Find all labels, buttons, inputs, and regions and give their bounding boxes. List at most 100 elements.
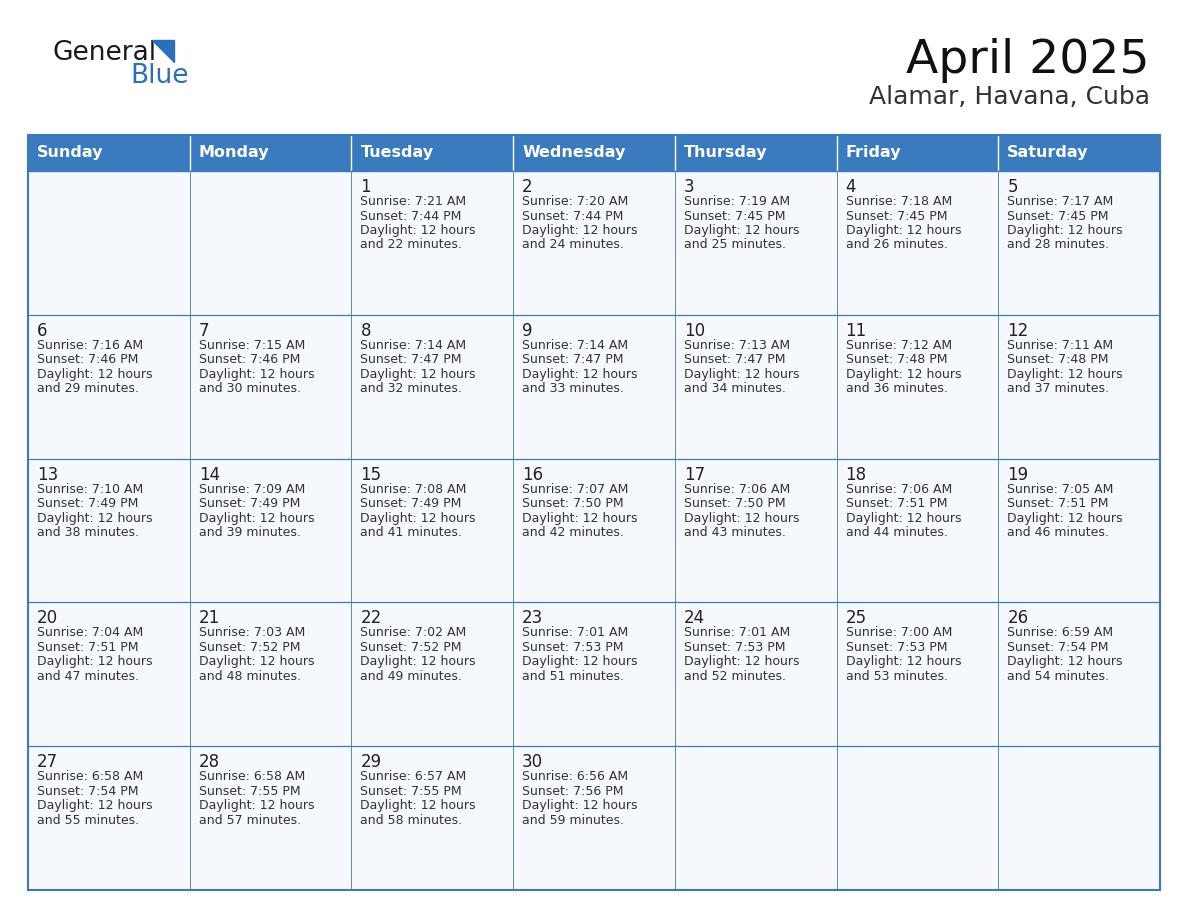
Bar <box>513 459 675 602</box>
Text: 15: 15 <box>360 465 381 484</box>
Text: Daylight: 12 hours: Daylight: 12 hours <box>360 800 476 812</box>
Text: and 36 minutes.: and 36 minutes. <box>846 382 948 396</box>
Text: Daylight: 12 hours: Daylight: 12 hours <box>523 655 638 668</box>
Text: Daylight: 12 hours: Daylight: 12 hours <box>846 368 961 381</box>
Text: and 41 minutes.: and 41 minutes. <box>360 526 462 539</box>
Text: 14: 14 <box>198 465 220 484</box>
Text: and 51 minutes.: and 51 minutes. <box>523 670 624 683</box>
Text: 24: 24 <box>684 610 704 627</box>
Text: 21: 21 <box>198 610 220 627</box>
Bar <box>190 459 352 602</box>
Text: Daylight: 12 hours: Daylight: 12 hours <box>37 800 152 812</box>
Text: and 38 minutes.: and 38 minutes. <box>37 526 139 539</box>
Text: 13: 13 <box>37 465 58 484</box>
Bar <box>836 171 998 315</box>
Bar <box>998 315 1159 459</box>
Text: Sunrise: 6:59 AM: Sunrise: 6:59 AM <box>1007 626 1113 640</box>
Text: Daylight: 12 hours: Daylight: 12 hours <box>1007 655 1123 668</box>
Bar <box>352 315 513 459</box>
Bar <box>190 602 352 746</box>
Text: Sunrise: 7:02 AM: Sunrise: 7:02 AM <box>360 626 467 640</box>
Text: Thursday: Thursday <box>684 145 767 161</box>
Bar <box>29 746 190 890</box>
Text: Sunset: 7:45 PM: Sunset: 7:45 PM <box>846 209 947 222</box>
Bar <box>998 602 1159 746</box>
Text: Sunrise: 7:16 AM: Sunrise: 7:16 AM <box>37 339 143 352</box>
Text: and 42 minutes.: and 42 minutes. <box>523 526 624 539</box>
Text: Daylight: 12 hours: Daylight: 12 hours <box>846 224 961 237</box>
Text: and 46 minutes.: and 46 minutes. <box>1007 526 1110 539</box>
Text: Daylight: 12 hours: Daylight: 12 hours <box>1007 224 1123 237</box>
Text: Daylight: 12 hours: Daylight: 12 hours <box>1007 368 1123 381</box>
Text: Sunset: 7:47 PM: Sunset: 7:47 PM <box>523 353 624 366</box>
Bar <box>675 171 836 315</box>
Text: Sunrise: 7:01 AM: Sunrise: 7:01 AM <box>684 626 790 640</box>
Text: Daylight: 12 hours: Daylight: 12 hours <box>198 368 314 381</box>
Text: Daylight: 12 hours: Daylight: 12 hours <box>37 655 152 668</box>
Text: 6: 6 <box>37 322 48 340</box>
Text: Daylight: 12 hours: Daylight: 12 hours <box>37 368 152 381</box>
Text: Sunset: 7:52 PM: Sunset: 7:52 PM <box>360 641 462 654</box>
Text: Sunrise: 7:21 AM: Sunrise: 7:21 AM <box>360 195 467 208</box>
Text: Sunset: 7:56 PM: Sunset: 7:56 PM <box>523 785 624 798</box>
Text: Sunrise: 7:14 AM: Sunrise: 7:14 AM <box>523 339 628 352</box>
Text: and 22 minutes.: and 22 minutes. <box>360 239 462 252</box>
Text: Sunset: 7:49 PM: Sunset: 7:49 PM <box>198 498 301 510</box>
Bar <box>836 602 998 746</box>
Text: and 24 minutes.: and 24 minutes. <box>523 239 624 252</box>
Text: Daylight: 12 hours: Daylight: 12 hours <box>523 368 638 381</box>
Text: and 58 minutes.: and 58 minutes. <box>360 813 462 827</box>
Bar <box>998 171 1159 315</box>
Text: Sunrise: 6:58 AM: Sunrise: 6:58 AM <box>198 770 305 783</box>
Text: Sunset: 7:47 PM: Sunset: 7:47 PM <box>684 353 785 366</box>
Text: Sunset: 7:51 PM: Sunset: 7:51 PM <box>37 641 139 654</box>
Text: and 55 minutes.: and 55 minutes. <box>37 813 139 827</box>
Text: Daylight: 12 hours: Daylight: 12 hours <box>198 655 314 668</box>
Text: and 47 minutes.: and 47 minutes. <box>37 670 139 683</box>
Text: 5: 5 <box>1007 178 1018 196</box>
Text: Sunset: 7:44 PM: Sunset: 7:44 PM <box>523 209 624 222</box>
Text: 29: 29 <box>360 753 381 771</box>
Text: Daylight: 12 hours: Daylight: 12 hours <box>198 511 314 524</box>
Bar <box>675 746 836 890</box>
Text: 23: 23 <box>523 610 543 627</box>
Text: 26: 26 <box>1007 610 1029 627</box>
Bar <box>836 746 998 890</box>
Text: Sunday: Sunday <box>37 145 103 161</box>
Bar <box>352 171 513 315</box>
Text: Sunset: 7:46 PM: Sunset: 7:46 PM <box>198 353 301 366</box>
Bar <box>29 135 1159 171</box>
Text: 25: 25 <box>846 610 867 627</box>
Text: 7: 7 <box>198 322 209 340</box>
Text: and 34 minutes.: and 34 minutes. <box>684 382 785 396</box>
Text: 19: 19 <box>1007 465 1029 484</box>
Text: Alamar, Havana, Cuba: Alamar, Havana, Cuba <box>868 85 1150 109</box>
Text: Sunset: 7:49 PM: Sunset: 7:49 PM <box>37 498 138 510</box>
Text: Sunrise: 7:07 AM: Sunrise: 7:07 AM <box>523 483 628 496</box>
Text: Friday: Friday <box>846 145 902 161</box>
Text: Sunrise: 7:18 AM: Sunrise: 7:18 AM <box>846 195 952 208</box>
Text: 3: 3 <box>684 178 695 196</box>
Bar <box>190 746 352 890</box>
Text: Daylight: 12 hours: Daylight: 12 hours <box>523 224 638 237</box>
Text: Sunrise: 7:11 AM: Sunrise: 7:11 AM <box>1007 339 1113 352</box>
Text: 20: 20 <box>37 610 58 627</box>
Text: 11: 11 <box>846 322 867 340</box>
Text: 9: 9 <box>523 322 532 340</box>
Bar <box>29 459 190 602</box>
Text: Daylight: 12 hours: Daylight: 12 hours <box>684 224 800 237</box>
Text: Sunset: 7:48 PM: Sunset: 7:48 PM <box>1007 353 1108 366</box>
Bar <box>352 602 513 746</box>
Text: Sunrise: 7:05 AM: Sunrise: 7:05 AM <box>1007 483 1113 496</box>
Text: Sunrise: 7:10 AM: Sunrise: 7:10 AM <box>37 483 144 496</box>
Text: Daylight: 12 hours: Daylight: 12 hours <box>846 511 961 524</box>
Bar <box>675 602 836 746</box>
Text: Sunrise: 7:06 AM: Sunrise: 7:06 AM <box>846 483 952 496</box>
Bar <box>513 315 675 459</box>
Text: Sunrise: 6:58 AM: Sunrise: 6:58 AM <box>37 770 144 783</box>
Text: Sunset: 7:52 PM: Sunset: 7:52 PM <box>198 641 301 654</box>
Bar <box>836 459 998 602</box>
Text: 10: 10 <box>684 322 704 340</box>
Text: Daylight: 12 hours: Daylight: 12 hours <box>198 800 314 812</box>
Text: Daylight: 12 hours: Daylight: 12 hours <box>684 511 800 524</box>
